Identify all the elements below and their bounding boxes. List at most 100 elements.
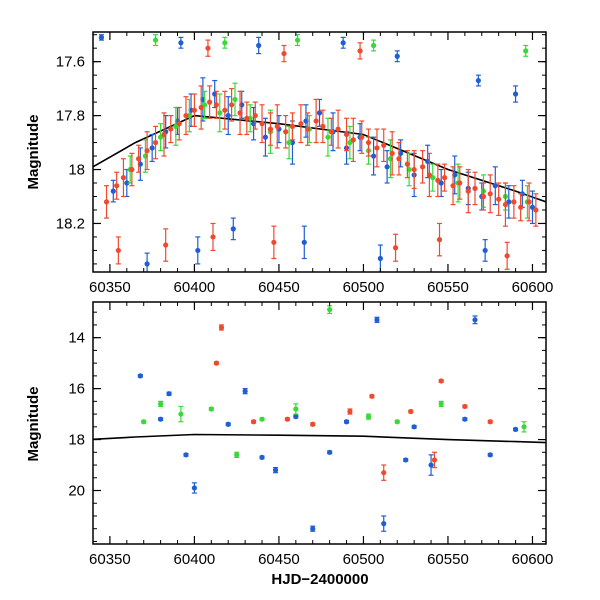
- data-point: [207, 99, 213, 105]
- data-point: [384, 164, 390, 170]
- data-point: [512, 426, 519, 432]
- data-point: [218, 324, 225, 331]
- data-point: [298, 121, 304, 127]
- x-axis-title: HJD−2400000: [271, 571, 368, 588]
- y-tick-label: 18: [68, 432, 85, 449]
- x-tick-label: 60350: [89, 551, 131, 568]
- x-tick-label: 60400: [174, 551, 216, 568]
- data-point: [394, 419, 400, 425]
- data-point: [178, 40, 184, 46]
- data-point: [327, 307, 333, 313]
- bottom-panel-frame: [92, 301, 547, 545]
- data-point: [480, 193, 487, 200]
- data-point: [472, 317, 478, 323]
- data-point: [272, 467, 279, 473]
- x-tick-label: 60500: [343, 279, 385, 296]
- data-point: [482, 247, 488, 254]
- x-tick-label: 60600: [512, 551, 554, 568]
- bottom-axes: 60350 60400 60450 60500 60550 60600 14 16 18 20: [68, 302, 553, 568]
- x-tick-label: 60400: [174, 279, 216, 296]
- data-point: [518, 204, 524, 210]
- data-point: [124, 180, 130, 186]
- bottom-y-axis-title: Magnitude: [25, 387, 42, 462]
- y-tick-label: 18: [68, 162, 85, 179]
- data-point: [115, 247, 121, 254]
- data-point: [208, 406, 214, 412]
- data-point: [496, 196, 502, 202]
- data-point: [136, 156, 142, 162]
- data-point: [381, 470, 387, 476]
- data-point: [242, 388, 248, 394]
- data-point: [205, 45, 211, 51]
- data-point: [335, 126, 341, 132]
- data-point: [377, 255, 383, 262]
- data-point: [274, 123, 280, 129]
- data-point: [411, 424, 417, 430]
- data-point: [283, 129, 289, 135]
- data-point: [369, 393, 375, 399]
- data-point: [281, 50, 287, 57]
- data-point: [250, 419, 257, 425]
- data-point: [370, 153, 377, 159]
- x-tick-label: 60600: [512, 279, 554, 296]
- data-point: [144, 261, 150, 267]
- y-tick-label: 20: [68, 483, 85, 500]
- data-point: [225, 112, 231, 119]
- data-point: [217, 110, 223, 116]
- data-point: [158, 401, 164, 407]
- trend-line: [93, 433, 546, 444]
- data-point: [374, 145, 380, 151]
- data-point: [411, 166, 417, 173]
- data-point: [158, 416, 164, 422]
- data-point: [381, 521, 387, 527]
- data-point: [426, 172, 432, 178]
- data-point: [343, 131, 350, 138]
- data-point: [347, 408, 353, 415]
- data-point: [293, 406, 299, 412]
- data-point: [394, 53, 400, 59]
- bottom-plot-area: [93, 305, 546, 532]
- data-point: [462, 416, 468, 422]
- data-point: [472, 185, 478, 192]
- data-point: [435, 177, 441, 183]
- data-point: [457, 180, 463, 186]
- data-point: [305, 126, 311, 132]
- data-point: [222, 107, 228, 113]
- data-point: [523, 48, 529, 54]
- data-point: [252, 112, 258, 119]
- data-point: [259, 416, 265, 422]
- data-point: [213, 102, 219, 108]
- data-point: [183, 452, 189, 458]
- data-point: [210, 234, 216, 240]
- data-point: [114, 183, 120, 189]
- data-point: [316, 110, 323, 116]
- data-point: [436, 237, 443, 243]
- data-point: [392, 245, 399, 251]
- data-point: [152, 37, 159, 43]
- data-point: [404, 161, 410, 167]
- data-point: [504, 253, 510, 259]
- y-tick-label: 14: [68, 330, 85, 347]
- data-point: [492, 183, 498, 189]
- data-point: [191, 485, 198, 491]
- data-point: [381, 142, 387, 148]
- data-point: [521, 424, 527, 430]
- data-point: [232, 96, 238, 103]
- data-point: [438, 378, 444, 384]
- data-point: [357, 48, 363, 54]
- data-point: [103, 199, 110, 205]
- data-point: [178, 411, 184, 417]
- data-point: [487, 419, 493, 425]
- data-point: [293, 414, 299, 420]
- data-point: [225, 421, 231, 427]
- data-point: [327, 449, 333, 455]
- series-1: [141, 305, 527, 458]
- top-plot-area: [93, 34, 546, 272]
- data-point: [120, 175, 127, 181]
- data-point: [320, 123, 326, 129]
- data-point: [129, 166, 135, 173]
- data-point: [374, 317, 380, 323]
- data-point: [234, 452, 240, 458]
- data-point: [533, 207, 539, 213]
- x-tick-label: 60550: [427, 279, 469, 296]
